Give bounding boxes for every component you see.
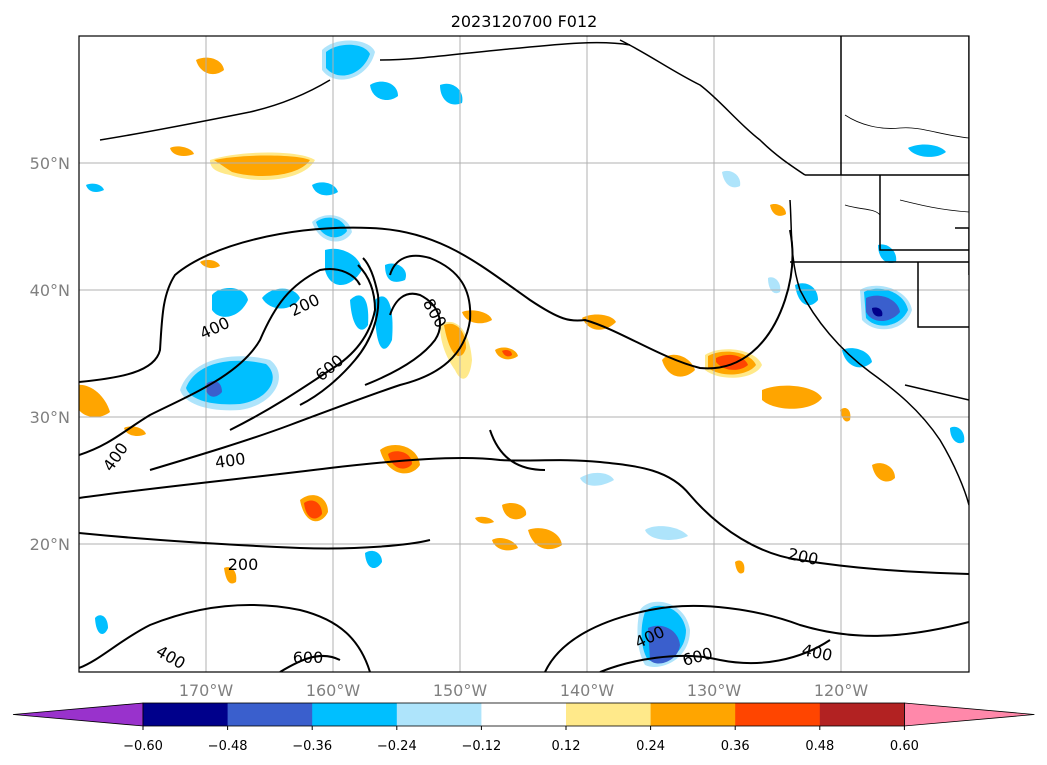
lon-tick-label: 150°W	[433, 681, 488, 700]
colorbar-swatch	[650, 703, 736, 726]
colorbar-tick-label: 0.60	[890, 739, 919, 754]
lon-tick-label: 120°W	[814, 681, 869, 700]
map-title: 2023120700 F012	[451, 12, 598, 31]
colorbar-swatch	[566, 703, 652, 726]
colorbar-tick-label: 0.12	[552, 739, 581, 754]
colorbar-frame	[142, 702, 905, 727]
colorbar-swatch	[735, 703, 821, 726]
lat-tick-label: 40°N	[30, 281, 70, 300]
colorbar-ticks: −0.60 −0.48 −0.36 −0.24 −0.12 0.12 0.24 0.36 0.4…	[123, 726, 919, 754]
contour-label-400: 400	[800, 640, 834, 665]
colorbar-tick-label: −0.60	[123, 739, 163, 754]
latitude-labels: 50°N 40°N 30°N 20°N	[30, 154, 70, 554]
lat-tick-label: 50°N	[30, 154, 70, 173]
colorbar-swatches	[12, 702, 1035, 727]
colorbar-tick-label: −0.36	[292, 739, 332, 754]
colorbar-swatch	[819, 703, 905, 726]
colorbar-tick-label: 0.24	[636, 739, 665, 754]
contour-lines	[79, 226, 969, 672]
colorbar-extend-low	[12, 702, 144, 727]
map-area: 200 400 400 600 800 400 400 200 200 400 …	[79, 36, 969, 673]
contour-label-400: 400	[214, 449, 247, 472]
graticule	[79, 36, 969, 672]
colorbar-extend-high	[904, 702, 1035, 727]
contour-label-400: 400	[153, 641, 189, 673]
colorbar: −0.60 −0.48 −0.36 −0.24 −0.12 0.12 0.24 0.36 0.4…	[12, 702, 1035, 754]
colorbar-tick-label: 0.36	[721, 739, 750, 754]
contour-label-400: 400	[197, 313, 233, 343]
coastlines	[99, 36, 969, 506]
colorbar-swatch	[227, 703, 313, 726]
colorbar-tick-label: 0.48	[805, 739, 834, 754]
shaded-fields	[79, 40, 965, 667]
contour-label-200: 200	[786, 544, 820, 569]
contour-label-600: 600	[293, 648, 324, 667]
colorbar-swatch	[143, 703, 229, 726]
lon-tick-label: 170°W	[179, 681, 234, 700]
colorbar-tick-label: −0.24	[377, 739, 417, 754]
lon-tick-label: 160°W	[306, 681, 361, 700]
contour-label-200: 200	[228, 555, 259, 574]
colorbar-swatch	[396, 703, 482, 726]
lat-tick-label: 30°N	[30, 408, 70, 427]
lon-tick-label: 140°W	[560, 681, 615, 700]
colorbar-tick-label: −0.48	[208, 739, 248, 754]
land-borders	[844, 114, 969, 216]
longitude-labels: 170°W 160°W 150°W 140°W 130°W 120°W	[179, 681, 869, 700]
lon-tick-label: 130°W	[687, 681, 742, 700]
map-frame	[78, 35, 970, 673]
lat-tick-label: 20°N	[30, 535, 70, 554]
colorbar-swatch	[312, 703, 398, 726]
colorbar-swatch	[481, 703, 567, 726]
colorbar-tick-label: −0.12	[461, 739, 501, 754]
